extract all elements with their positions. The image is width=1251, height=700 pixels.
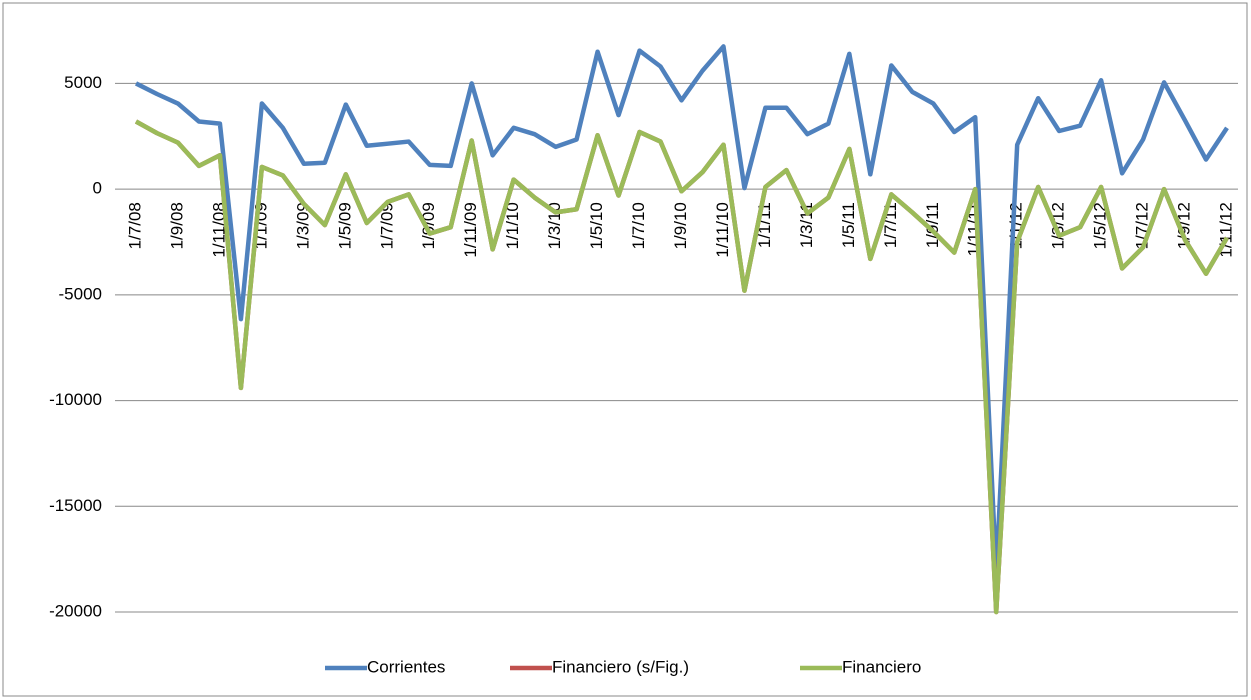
series-line	[134, 119, 1229, 615]
y-tick-label: 0	[93, 179, 102, 198]
x-tick-label: 1/7/10	[629, 202, 648, 249]
x-tick-label: 1/5/10	[587, 202, 606, 249]
x-tick-label: 1/5/12	[1091, 202, 1110, 249]
x-tick-label: 1/1/10	[503, 202, 522, 249]
x-tick-label: 1/9/09	[419, 202, 438, 249]
x-tick-label: 1/3/09	[293, 202, 312, 249]
y-tick-label: -5000	[59, 284, 102, 303]
y-tick-label: 5000	[64, 73, 102, 92]
x-tick-label: 1/7/08	[125, 202, 144, 249]
x-tick-label: 1/11/09	[461, 202, 480, 257]
series-line	[134, 44, 1229, 577]
legend-label: Financiero	[842, 657, 921, 676]
x-tick-label: 1/9/10	[671, 202, 690, 249]
x-tick-label: 1/5/09	[335, 202, 354, 249]
x-tick-label: 1/11/10	[713, 202, 732, 257]
x-tick-label: 1/7/09	[377, 202, 396, 249]
x-tick-label: 1/9/08	[167, 202, 186, 249]
x-tick-label: 1/9/12	[1175, 202, 1194, 249]
x-tick-label: 1/5/11	[839, 202, 858, 248]
x-tick-label: 1/3/11	[797, 202, 816, 248]
legend-label: Corrientes	[367, 657, 445, 676]
legend-label: Financiero (s/Fig.)	[552, 657, 689, 676]
y-tick-label: -20000	[49, 601, 102, 620]
y-tick-label: -10000	[49, 390, 102, 409]
y-tick-label: -15000	[49, 496, 102, 515]
x-tick-label: 1/3/12	[1049, 202, 1068, 249]
